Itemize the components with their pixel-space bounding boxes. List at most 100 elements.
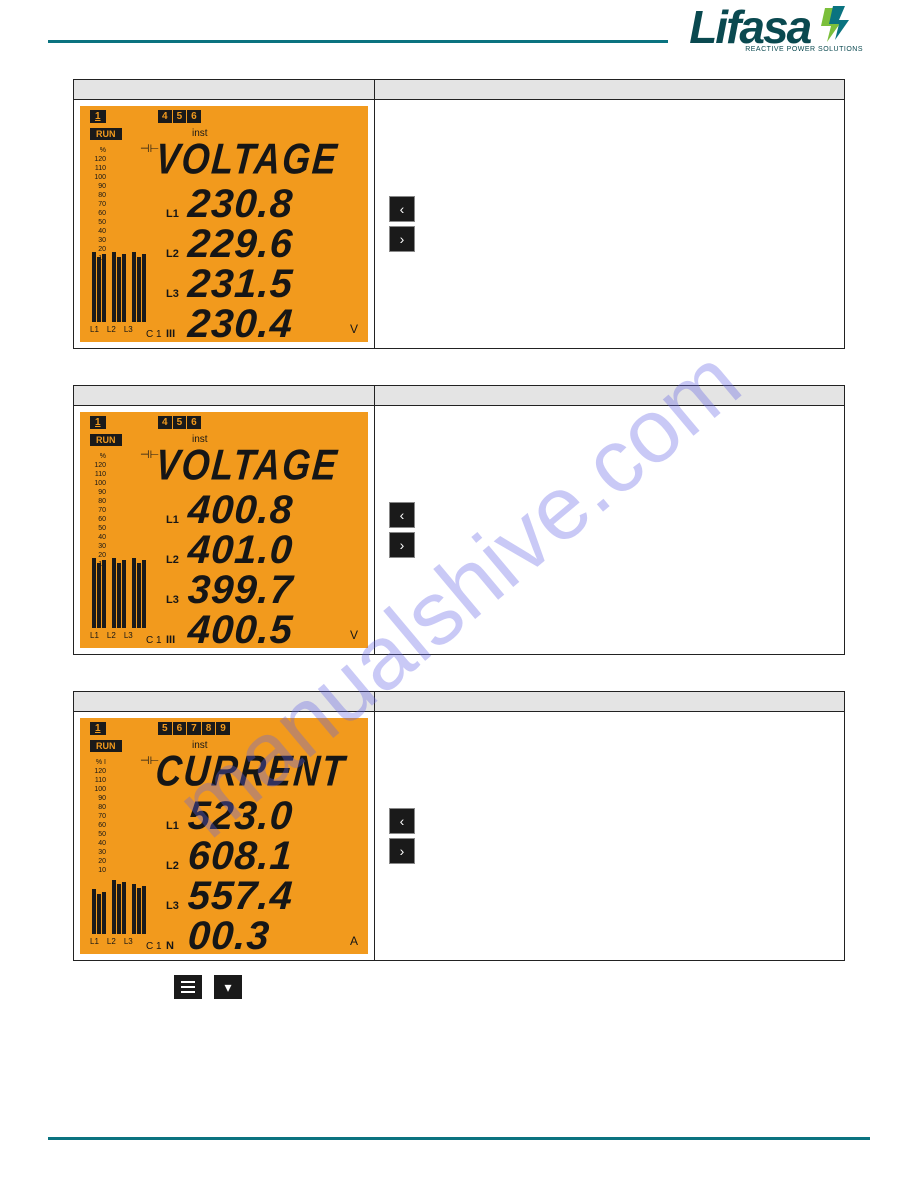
unit-label: V xyxy=(350,322,358,336)
bar-labels: L1L2L3 xyxy=(90,937,133,946)
reading-value: 399.7 xyxy=(186,568,294,613)
panel-table: 156789RUNinst⊣⊢CURRENT% I120110100908070… xyxy=(73,691,845,961)
step-tag: 6 xyxy=(173,722,188,735)
bar-labels: L1L2L3 xyxy=(90,325,133,334)
header-cell xyxy=(375,386,845,406)
reading-row: L2229.6 xyxy=(166,222,293,267)
reading-label: L1 xyxy=(166,514,188,526)
reading-row: III400.5 xyxy=(166,608,293,653)
bar-graph xyxy=(92,232,146,322)
menu-icon xyxy=(181,981,195,993)
step-tag: 5 xyxy=(173,416,188,429)
chevron-down-icon: ▾ xyxy=(224,979,231,996)
description-cell: ‹› xyxy=(375,100,845,349)
reading-row: L2401.0 xyxy=(166,528,293,573)
header-cell xyxy=(74,692,375,712)
step-tag: 6 xyxy=(187,416,201,429)
lcd-cell: 1456RUNinst⊣⊢VOLTAGE%1201101009080706050… xyxy=(74,406,375,655)
next-button[interactable]: › xyxy=(389,532,415,558)
reading-value: 229.6 xyxy=(186,222,294,267)
reading-row: L2608.1 xyxy=(166,834,293,879)
reading-label: L1 xyxy=(166,820,188,832)
run-badge: RUN xyxy=(90,740,122,752)
phase-tag: 1 xyxy=(90,416,106,429)
step-tag: 4 xyxy=(158,110,173,123)
bottom-rule xyxy=(48,1137,870,1140)
reading-value: 557.4 xyxy=(186,874,294,919)
brand-logo: Lifasa REACTIVE POWER SOLUTIONS xyxy=(689,4,863,53)
reading-row: L3231.5 xyxy=(166,262,293,307)
c-label: C 1 xyxy=(146,635,162,646)
menu-button[interactable] xyxy=(174,975,202,999)
prev-button[interactable]: ‹ xyxy=(389,808,415,834)
step-tag: 7 xyxy=(187,722,202,735)
lcd-display: 156789RUNinst⊣⊢CURRENT% I120110100908070… xyxy=(80,718,368,954)
bar-graph xyxy=(92,538,146,628)
header-cell xyxy=(74,386,375,406)
down-button[interactable]: ▾ xyxy=(214,975,242,999)
c-label: C 1 xyxy=(146,329,162,340)
step-tag: 8 xyxy=(202,722,217,735)
reading-label: L2 xyxy=(166,248,188,260)
phase-tag: 1 xyxy=(90,110,106,123)
step-tag: 6 xyxy=(187,110,201,123)
description-cell: ‹› xyxy=(375,406,845,655)
reading-row: L1523.0 xyxy=(166,794,293,839)
panel-table: 1456RUNinst⊣⊢VOLTAGE%1201101009080706050… xyxy=(73,385,845,655)
next-button[interactable]: › xyxy=(389,226,415,252)
step-tag: 4 xyxy=(158,416,173,429)
reading-label: L2 xyxy=(166,554,188,566)
step-tag: 9 xyxy=(216,722,230,735)
lcd-title: VOLTAGE xyxy=(154,440,341,490)
reading-value: 608.1 xyxy=(186,834,294,879)
run-badge: RUN xyxy=(90,128,122,140)
lcd-cell: 156789RUNinst⊣⊢CURRENT% I120110100908070… xyxy=(74,712,375,961)
reading-row: III230.4 xyxy=(166,302,293,347)
bolt-icon xyxy=(819,4,849,49)
reading-value: 523.0 xyxy=(186,794,294,839)
reading-value: 231.5 xyxy=(186,262,294,307)
reading-row: L1230.8 xyxy=(166,182,293,227)
reading-label: L2 xyxy=(166,860,188,872)
top-rule xyxy=(48,40,668,43)
phase-tag: 1 xyxy=(90,722,106,735)
reading-label: III xyxy=(166,328,188,340)
footer-buttons: ▾ xyxy=(174,975,870,999)
lcd-title: CURRENT xyxy=(154,746,348,796)
reading-label: L3 xyxy=(166,594,188,606)
c-label: C 1 xyxy=(146,941,162,952)
document-page: Lifasa REACTIVE POWER SOLUTIONS 1456RUNi… xyxy=(0,0,918,999)
reading-label: L3 xyxy=(166,900,188,912)
description-cell: ‹› xyxy=(375,712,845,961)
lcd-display: 1456RUNinst⊣⊢VOLTAGE%1201101009080706050… xyxy=(80,106,368,342)
run-badge: RUN xyxy=(90,434,122,446)
reading-row: L3399.7 xyxy=(166,568,293,613)
reading-label: III xyxy=(166,634,188,646)
header-cell xyxy=(375,80,845,100)
reading-label: N xyxy=(166,940,188,952)
reading-value: 230.4 xyxy=(186,302,294,347)
bar-labels: L1L2L3 xyxy=(90,631,133,640)
reading-value: 00.3 xyxy=(186,914,271,959)
header-cell xyxy=(74,80,375,100)
panel-table: 1456RUNinst⊣⊢VOLTAGE%1201101009080706050… xyxy=(73,79,845,349)
next-button[interactable]: › xyxy=(389,838,415,864)
unit-label: V xyxy=(350,628,358,642)
reading-row: L1400.8 xyxy=(166,488,293,533)
step-tag: 5 xyxy=(158,722,173,735)
unit-label: A xyxy=(350,934,358,948)
reading-row: L3557.4 xyxy=(166,874,293,919)
prev-button[interactable]: ‹ xyxy=(389,502,415,528)
prev-button[interactable]: ‹ xyxy=(389,196,415,222)
lcd-title: VOLTAGE xyxy=(154,134,341,184)
lcd-cell: 1456RUNinst⊣⊢VOLTAGE%1201101009080706050… xyxy=(74,100,375,349)
reading-value: 230.8 xyxy=(186,182,294,227)
bar-graph xyxy=(92,844,146,934)
lcd-display: 1456RUNinst⊣⊢VOLTAGE%1201101009080706050… xyxy=(80,412,368,648)
reading-value: 401.0 xyxy=(186,528,294,573)
header-cell xyxy=(375,692,845,712)
reading-label: L3 xyxy=(166,288,188,300)
reading-label: L1 xyxy=(166,208,188,220)
reading-value: 400.5 xyxy=(186,608,294,653)
reading-value: 400.8 xyxy=(186,488,294,533)
